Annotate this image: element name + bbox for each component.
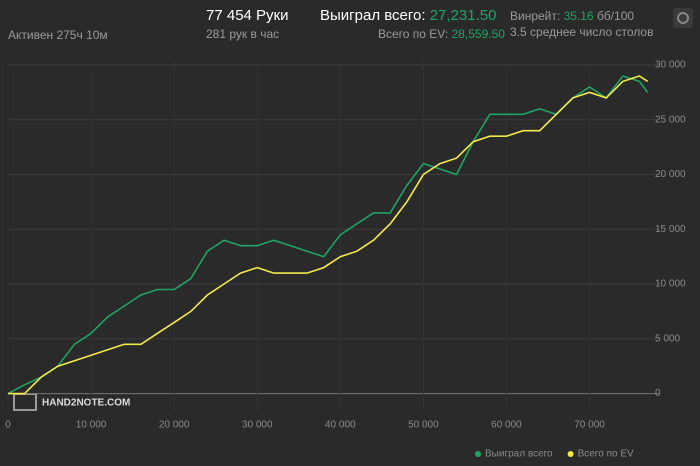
ev: Всего по EV: 28,559.50 xyxy=(378,27,505,41)
y-tick-label: 0 xyxy=(655,388,661,399)
series-line xyxy=(7,75,649,395)
y-tick-label: 5 000 xyxy=(655,333,680,344)
legend-label: Выиграл всего xyxy=(485,449,553,460)
won-value: 27,231.50 xyxy=(429,7,497,24)
y-tick-label: 15 000 xyxy=(655,224,686,235)
x-tick-label: 20 000 xyxy=(159,420,190,431)
won-label: Выиграл всего: xyxy=(320,7,426,24)
winrate-label: Винрейт: xyxy=(510,9,561,23)
x-tick-label: 50 000 xyxy=(408,420,439,431)
ev-label: Всего по EV: xyxy=(378,27,449,41)
series-line xyxy=(8,75,649,395)
ev-value: 28,559.50 xyxy=(451,27,505,41)
x-tick-label: 30 000 xyxy=(242,420,273,431)
winrate-value: 35.16 xyxy=(563,9,594,23)
hands: 77 454 Руки xyxy=(206,7,289,24)
y-tick-label: 20 000 xyxy=(655,169,686,180)
x-tick-label: 10 000 xyxy=(76,420,107,431)
active: Активен 275ч 10м xyxy=(8,28,108,42)
won: Выиграл всего: 27,231.50 xyxy=(320,7,496,24)
tables: 3.5 среднее число столов xyxy=(510,25,654,39)
x-tick-label: 60 000 xyxy=(491,420,522,431)
y-tick-label: 10 000 xyxy=(655,279,686,290)
y-tick-label: 25 000 xyxy=(655,114,686,125)
winrate-unit: бб/100 xyxy=(596,9,635,23)
watermark: HAND2NOTE.COM xyxy=(42,398,130,409)
hands-per-hour: 281 рук в час xyxy=(206,27,280,41)
legend-marker xyxy=(567,451,574,457)
winrate: Винрейт: 35.16 бб/100 xyxy=(510,9,634,23)
x-tick-label: 40 000 xyxy=(325,420,356,431)
x-tick-label: 0 xyxy=(5,420,11,431)
y-tick-label: 30 000 xyxy=(655,60,686,71)
settings-icon[interactable] xyxy=(673,8,693,28)
x-tick-label: 70 000 xyxy=(574,420,605,431)
legend-label: Всего по EV xyxy=(578,449,634,460)
legend-marker xyxy=(475,451,481,457)
logo: HAND2NOTE.COM xyxy=(13,393,130,411)
